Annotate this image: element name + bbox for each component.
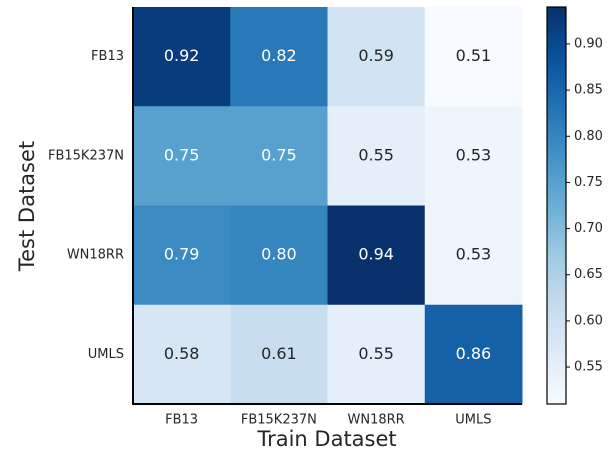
colorbar-tick-label: 0.55: [574, 360, 603, 375]
colorbar-tick-label: 0.60: [574, 313, 603, 328]
heatmap-cell: [327, 205, 426, 306]
heatmap-cell: [230, 7, 328, 107]
cell-label: 0.53: [456, 245, 492, 264]
cell-label: 0.58: [164, 344, 200, 363]
x-tick-label: FB15K237N: [241, 413, 317, 428]
heatmap-cell: [230, 106, 328, 206]
colorbar-tick-label: 0.85: [574, 83, 603, 98]
heatmap-cell: [133, 7, 231, 107]
x-axis-label: Train Dataset: [256, 427, 396, 451]
y-tick-label: UMLS: [88, 347, 124, 362]
colorbar-tick-label: 0.90: [574, 36, 603, 51]
cell-label: 0.55: [358, 344, 394, 363]
heatmap-cell: [327, 106, 426, 206]
colorbar: [546, 6, 567, 405]
cell-label: 0.61: [261, 344, 297, 363]
heatmap-cell: [424, 106, 523, 206]
cell-label: 0.59: [358, 46, 394, 65]
x-tick-label: FB13: [165, 413, 198, 428]
cell-label: 0.51: [456, 46, 492, 65]
heatmap-cell: [327, 7, 426, 107]
x-tick-label: WN18RR: [348, 413, 405, 428]
cell-label: 0.55: [358, 145, 394, 164]
heatmap-cell: [133, 304, 231, 405]
colorbar-tick-label: 0.65: [574, 267, 603, 282]
heatmap-cell: [133, 106, 231, 206]
y-axis-label: Test Dataset: [15, 141, 39, 272]
heatmap-cell: [327, 304, 426, 405]
y-tick-label: WN18RR: [67, 248, 124, 263]
cell-label: 0.80: [261, 245, 297, 264]
heatmap-cell: [424, 304, 523, 405]
colorbar-tick-label: 0.70: [574, 221, 603, 236]
cell-label: 0.75: [261, 145, 297, 164]
colorbar-tick-label: 0.75: [574, 175, 603, 190]
y-tick-label: FB13: [91, 49, 124, 64]
cell-label: 0.79: [164, 245, 200, 264]
cell-label: 0.94: [358, 245, 394, 264]
cell-label: 0.53: [456, 145, 492, 164]
heatmap-cell: [133, 205, 231, 306]
x-tick-label: UMLS: [455, 413, 491, 428]
heatmap-cell: [230, 304, 328, 405]
cell-label: 0.86: [456, 344, 492, 363]
y-tick-label: FB15K237N: [48, 148, 124, 163]
heatmap-cell: [230, 205, 328, 306]
cell-label: 0.82: [261, 46, 297, 65]
heatmap-cell: [424, 205, 523, 306]
heatmap-cell: [424, 7, 523, 107]
colorbar-tick-label: 0.80: [574, 129, 603, 144]
cell-label: 0.92: [164, 46, 200, 65]
cell-label: 0.75: [164, 145, 200, 164]
